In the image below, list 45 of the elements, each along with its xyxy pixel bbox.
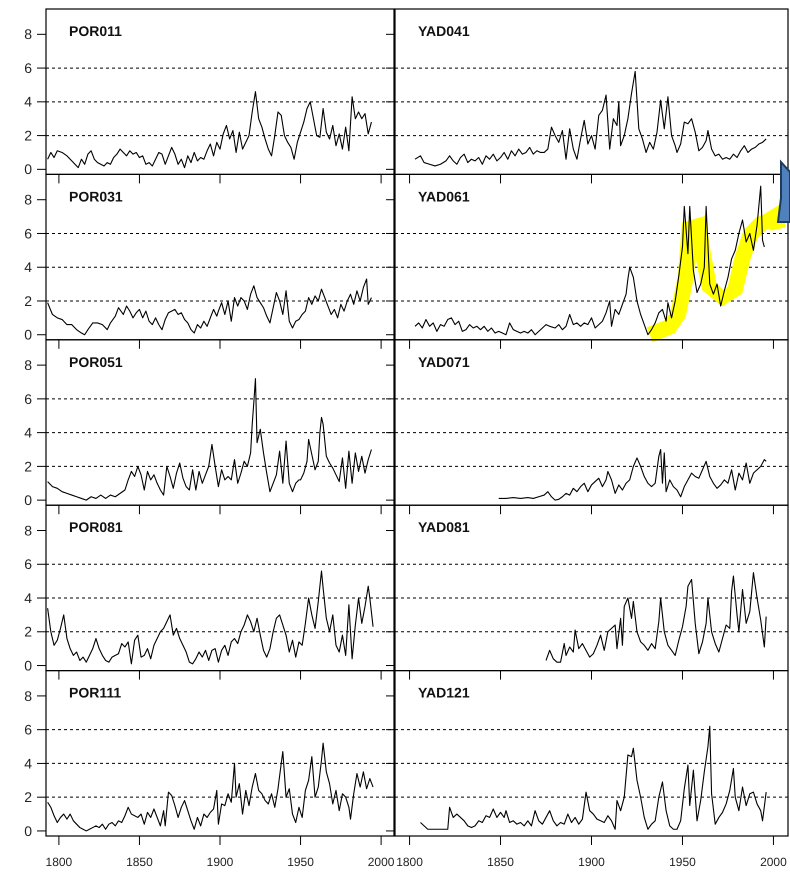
y-tick-label: 4 [24,755,32,772]
x-tick-label: 1850 [126,855,154,869]
y-tick-label: 2 [24,127,32,144]
y-tick-label: 6 [24,556,32,572]
y-tick-label: 2 [24,292,32,309]
y-tick-label: 2 [24,789,32,806]
y-tick-label: 6 [24,60,32,76]
text: YAD061 [418,188,470,204]
x-tick-label: 1950 [669,855,696,869]
y-tick-label: 2 [24,624,32,640]
y-tick-label: 0 [24,492,32,508]
y-tick-label: 8 [24,357,32,374]
y-tick-label: 0 [24,657,32,674]
x-tick-label: 2000 [760,855,788,869]
text: POR031 [69,188,123,204]
text: POR081 [69,519,123,536]
y-tick-label: 6 [24,390,32,407]
y-tick-label: 0 [24,326,32,343]
text: POR011 [69,23,122,39]
text: YAD071 [418,354,470,370]
y-tick-label: 4 [24,590,32,606]
y-tick-label: 4 [24,259,32,276]
x-tick-label: 1850 [487,855,514,869]
x-tick-label: 1800 [46,855,73,869]
y-tick-label: 0 [24,161,32,178]
text: YAD121 [418,684,470,701]
y-tick-label: 4 [24,94,32,110]
x-tick-label: 1900 [206,855,234,869]
x-tick-label: 1950 [287,855,314,869]
x-tick-label: 1800 [396,855,424,869]
y-tick-label: 8 [24,192,32,208]
text: YAD081 [418,519,470,536]
text: YAD041 [418,23,470,39]
y-tick-label: 0 [24,822,32,839]
y-tick-label: 8 [24,688,32,704]
y-tick-label: 4 [24,424,32,441]
y-tick-label: 6 [24,722,32,738]
y-tick-label: 8 [24,522,32,538]
x-tick-label: 1900 [578,855,606,869]
text: POR051 [69,354,123,370]
text: POR111 [69,684,122,701]
x-tick-label: 2000 [368,855,395,869]
y-tick-label: 8 [24,26,32,42]
y-tick-label: 2 [24,458,32,474]
y-tick-label: 6 [24,225,32,242]
